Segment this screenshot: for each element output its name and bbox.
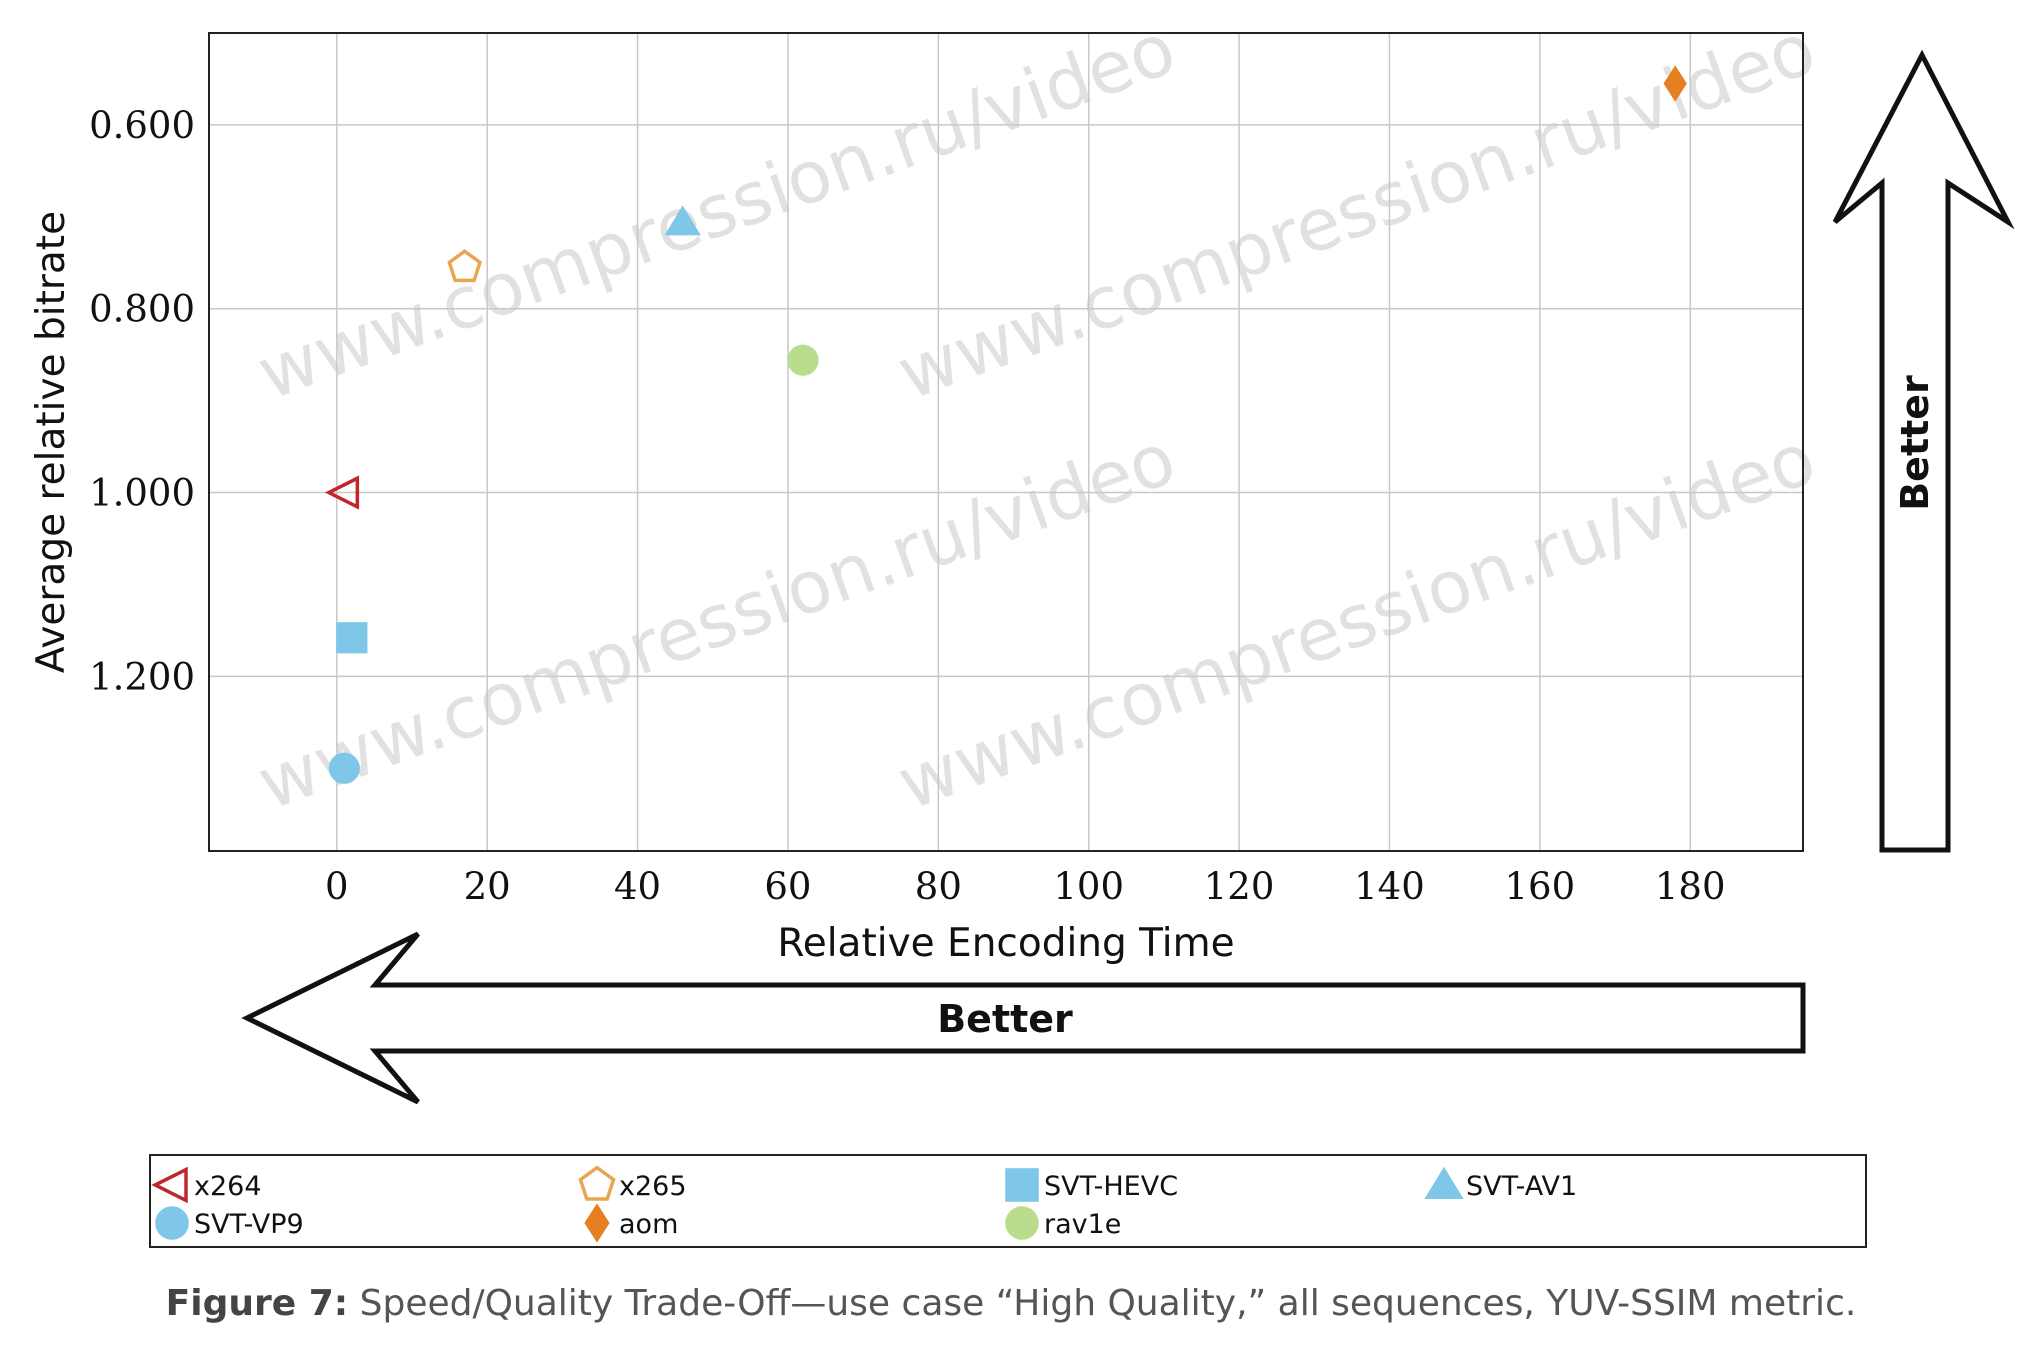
caption-label: Figure 7: bbox=[165, 1283, 349, 1324]
legend-label-aom: aom bbox=[619, 1209, 678, 1240]
data-point-aom bbox=[1663, 65, 1687, 102]
legend-label-svt-hevc: SVT-HEVC bbox=[1044, 1171, 1178, 1202]
plot-frame bbox=[208, 32, 1804, 852]
data-point-svt-hevc bbox=[336, 622, 368, 654]
better-arrow-up-icon bbox=[1832, 49, 2015, 853]
x-tick-label: 120 bbox=[1204, 865, 1275, 908]
y-axis-label: Average relative bitrate bbox=[29, 211, 74, 673]
x-tick-label: 140 bbox=[1354, 865, 1425, 908]
x-tick-label: 100 bbox=[1053, 865, 1124, 908]
legend-marker-svt-hevc bbox=[1005, 1168, 1039, 1202]
caption-text: Speed/Quality Trade-Off—use case “High Q… bbox=[359, 1283, 1857, 1324]
legend-label-x264: x264 bbox=[194, 1171, 262, 1202]
figure-caption: Figure 7: Speed/Quality Trade-Off—use ca… bbox=[0, 1283, 2022, 1324]
better-vertical-label: Better bbox=[1893, 375, 1937, 511]
data-point-x264 bbox=[324, 475, 360, 510]
legend-label-svt-av1: SVT-AV1 bbox=[1466, 1171, 1577, 1202]
better-horizontal-label: Better bbox=[937, 997, 1073, 1041]
x-tick-label: 20 bbox=[464, 865, 511, 908]
legend-marker-x264 bbox=[151, 1166, 188, 1204]
data-point-svt-av1 bbox=[664, 205, 701, 236]
x-tick-label: 40 bbox=[614, 865, 661, 908]
x-axis-label: Relative Encoding Time bbox=[777, 921, 1234, 966]
legend-marker-svt-av1 bbox=[1424, 1166, 1464, 1199]
legend-label-rav1e: rav1e bbox=[1044, 1209, 1121, 1240]
x-tick-label: 60 bbox=[764, 865, 811, 908]
better-arrow-left-icon bbox=[241, 931, 1806, 1105]
legend: x264 x265 SVT-HEVC SVT-AV1 SVT-VP9 aom rav1e bbox=[151, 1165, 1577, 1243]
legend-label-x265: x265 bbox=[619, 1171, 687, 1202]
legend-marker-x265 bbox=[578, 1165, 616, 1201]
y-tick-label: 1.200 bbox=[89, 655, 195, 698]
data-point-x265 bbox=[447, 249, 483, 283]
x-tick-label: 80 bbox=[915, 865, 962, 908]
x-tick-label: 160 bbox=[1505, 865, 1576, 908]
data-points bbox=[324, 65, 1687, 784]
x-tick-label: 180 bbox=[1655, 865, 1726, 908]
legend-marker-rav1e bbox=[1005, 1206, 1039, 1240]
y-tick-label: 1.000 bbox=[89, 472, 195, 515]
y-tick-label: 0.600 bbox=[89, 104, 195, 147]
y-axis-ticks: 0.600 0.800 1.000 1.200 bbox=[89, 104, 195, 698]
legend-marker-aom bbox=[584, 1203, 610, 1243]
legend-marker-svt-vp9 bbox=[155, 1206, 189, 1240]
legend-label-svt-vp9: SVT-VP9 bbox=[194, 1209, 304, 1240]
x-axis-ticks: 0 20 40 60 80 100 120 140 160 180 bbox=[325, 865, 1725, 908]
grid-lines bbox=[209, 33, 1803, 851]
x-tick-label: 0 bbox=[325, 865, 349, 908]
y-tick-label: 0.800 bbox=[89, 288, 195, 331]
watermark-layer: www.compression.ru/videowww.compression.… bbox=[247, 6, 1826, 826]
data-point-rav1e bbox=[787, 344, 819, 376]
data-point-svt-vp9 bbox=[328, 752, 360, 784]
